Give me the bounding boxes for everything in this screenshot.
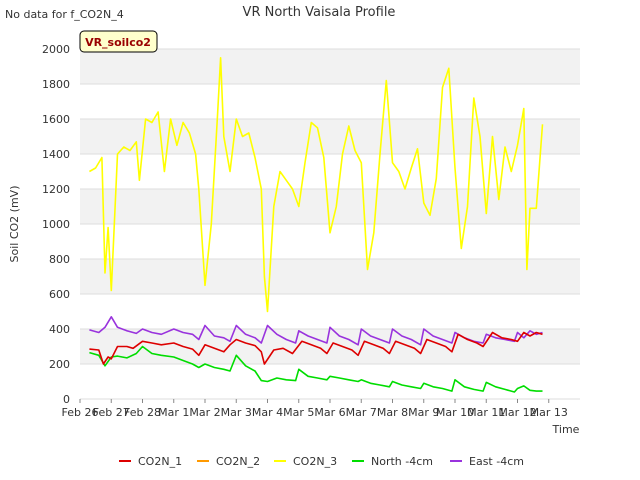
y-tick-label: 0 xyxy=(63,393,70,406)
x-tick-label: Mar 2 xyxy=(189,406,220,419)
plot-band xyxy=(80,84,580,119)
plot-band xyxy=(80,259,580,294)
x-tick-label: Mar 13 xyxy=(530,406,568,419)
y-tick-label: 800 xyxy=(49,253,70,266)
y-tick-label: 600 xyxy=(49,288,70,301)
x-tick-label: Mar 5 xyxy=(283,406,314,419)
legend-label: CO2N_2 xyxy=(216,455,260,468)
x-tick-label: Feb 26 xyxy=(62,406,99,419)
series-line-north-4cm xyxy=(89,345,543,393)
y-tick-label: 1200 xyxy=(42,183,70,196)
legend: CO2N_1 CO2N_2 CO2N_3 North -4cm East -4cm xyxy=(119,455,524,468)
series-line-east-4cm xyxy=(89,315,543,346)
x-tick-label: Mar 3 xyxy=(221,406,252,419)
y-tick-label: 1800 xyxy=(42,78,70,91)
badge-label: VR_soilco2 xyxy=(85,36,151,49)
y-tick-label: 1400 xyxy=(42,148,70,161)
plot-band xyxy=(80,189,580,224)
plot-band xyxy=(80,49,580,84)
x-tick-label: Mar 11 xyxy=(467,406,505,419)
y-tick-label: 1000 xyxy=(42,218,70,231)
y-axis-label: Soil CO2 (mV) xyxy=(8,186,21,263)
series-line-co2n_1 xyxy=(89,331,543,365)
y-tick-label: 1600 xyxy=(42,113,70,126)
legend-label: North -4cm xyxy=(371,455,433,468)
no-data-note: No data for f_CO2N_4 xyxy=(5,8,124,21)
x-tick-label: Mar 9 xyxy=(408,406,439,419)
x-tick-label: Mar 10 xyxy=(436,406,474,419)
plot-band xyxy=(80,154,580,189)
series-line-co2n_3 xyxy=(89,56,544,313)
y-tick-label: 200 xyxy=(49,358,70,371)
x-tick-label: Mar 7 xyxy=(346,406,377,419)
x-tick-label: Feb 27 xyxy=(93,406,130,419)
x-tick-label: Mar 8 xyxy=(377,406,408,419)
legend-item: CO2N_2 xyxy=(197,455,260,468)
chart-title: VR North Vaisala Profile xyxy=(243,5,396,20)
legend-item: CO2N_3 xyxy=(274,455,337,468)
x-tick-label: Mar 6 xyxy=(314,406,345,419)
y-tick-label: 400 xyxy=(49,323,70,336)
legend-item: CO2N_1 xyxy=(119,455,182,468)
plot-band xyxy=(80,294,580,329)
x-tick-label: Mar 1 xyxy=(158,406,189,419)
plot-band xyxy=(80,119,580,154)
x-axis-label: Time xyxy=(552,423,580,436)
legend-label: CO2N_1 xyxy=(138,455,182,468)
series-lines xyxy=(89,56,544,393)
plot-band xyxy=(80,329,580,364)
plot-band xyxy=(80,364,580,399)
x-tick-label: Mar 4 xyxy=(252,406,283,419)
legend-item: North -4cm xyxy=(352,455,433,468)
x-tick-label: Feb 28 xyxy=(124,406,161,419)
x-tick-label: Mar 12 xyxy=(498,406,536,419)
y-axis: 0 200 400 600 800 1000 1200 1400 1600 1800 2000 xyxy=(42,43,70,406)
legend-label: East -4cm xyxy=(469,455,524,468)
badge: VR_soilco2 xyxy=(79,30,158,53)
y-tick-label: 2000 xyxy=(42,43,70,56)
legend-item: East -4cm xyxy=(450,455,524,468)
legend-label: CO2N_3 xyxy=(293,455,337,468)
